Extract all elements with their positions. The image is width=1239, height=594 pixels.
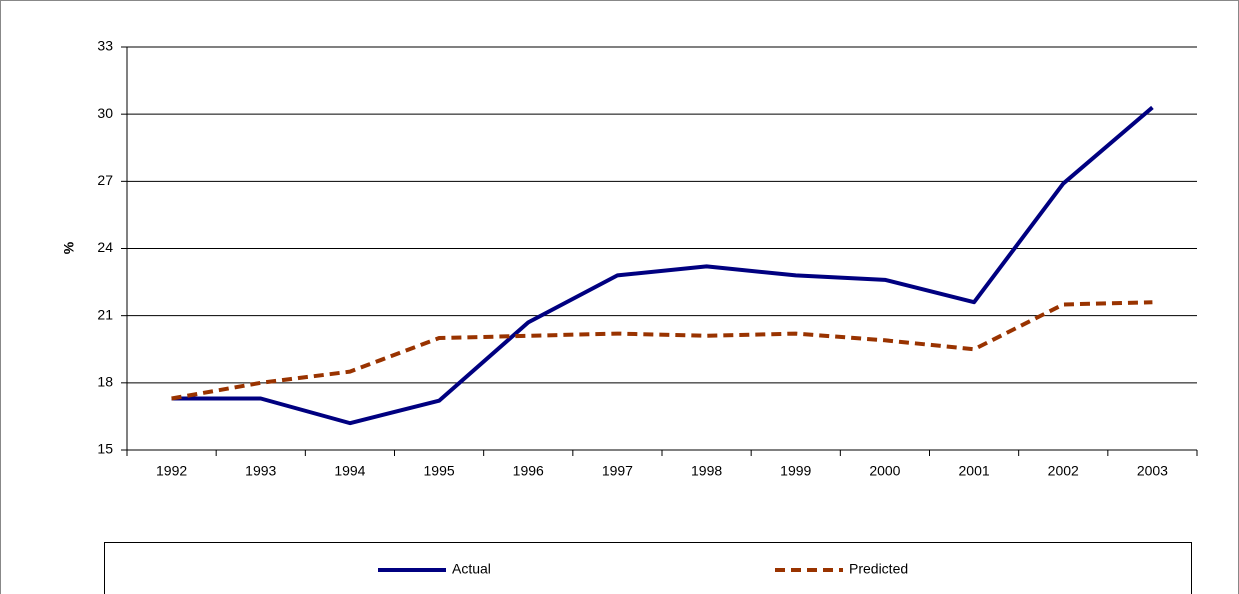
x-tick-label: 2003 — [1137, 463, 1168, 479]
y-axis-label: % — [61, 241, 77, 254]
x-tick-label: 1995 — [424, 463, 455, 479]
y-tick-label: 24 — [97, 239, 113, 255]
x-tick-label: 2002 — [1048, 463, 1079, 479]
y-tick-label: 30 — [97, 105, 113, 121]
x-tick-label: 1997 — [602, 463, 633, 479]
x-tick-label: 1998 — [691, 463, 722, 479]
legend-label: Actual — [452, 561, 491, 577]
x-tick-label: 1999 — [780, 463, 811, 479]
y-tick-label: 27 — [97, 172, 113, 188]
y-tick-label: 15 — [97, 441, 113, 457]
legend-box — [104, 542, 1192, 594]
x-tick-label: 1992 — [156, 463, 187, 479]
series-line — [171, 300, 1153, 401]
x-tick-label: 2001 — [959, 463, 990, 479]
y-tick-label: 21 — [97, 306, 113, 322]
series-line — [171, 105, 1154, 426]
x-tick-label: 2000 — [869, 463, 900, 479]
y-tick-label: 33 — [97, 38, 113, 54]
x-tick-label: 1994 — [334, 463, 365, 479]
x-tick-label: 1996 — [513, 463, 544, 479]
legend-label: Predicted — [849, 561, 908, 577]
x-tick-label: 1993 — [245, 463, 276, 479]
y-tick-label: 18 — [97, 374, 113, 390]
